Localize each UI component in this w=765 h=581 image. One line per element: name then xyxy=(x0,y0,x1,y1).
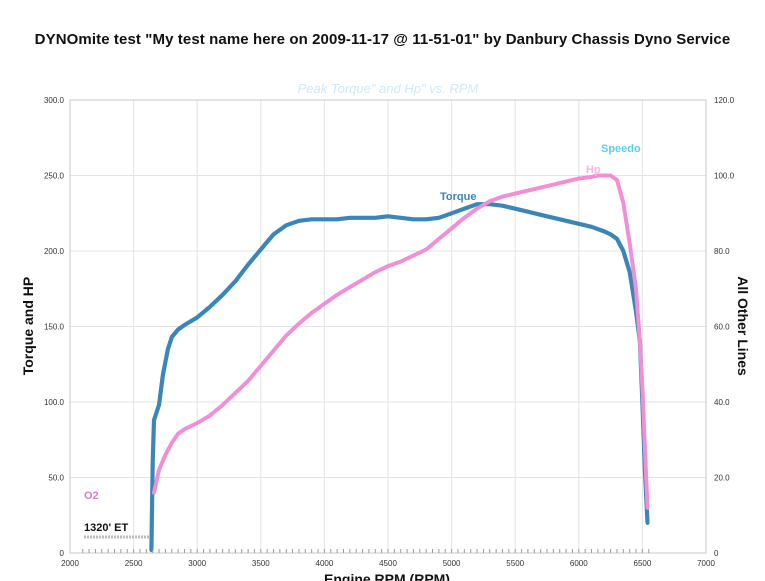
x-tick-label: 3500 xyxy=(252,559,270,568)
y2-tick-label: 20.0 xyxy=(714,474,730,483)
hp-series-label: Hp xyxy=(586,164,601,176)
grid-lines xyxy=(69,99,707,554)
et-annotation: 1320' ET xyxy=(84,522,128,534)
y-tick-label: 300.0 xyxy=(44,96,65,105)
speedo-series-label: Speedo xyxy=(601,143,641,155)
y2-axis-label: All Other Lines xyxy=(735,276,751,376)
y2-tick-label: 60.0 xyxy=(714,323,730,332)
y-tick-label: 200.0 xyxy=(44,247,65,256)
x-tick-label: 7000 xyxy=(697,559,715,568)
y-tick-label: 150.0 xyxy=(44,323,65,332)
x-tick-label: 4500 xyxy=(379,559,397,568)
rpm-tick-marks xyxy=(82,549,650,553)
x-tick-label: 2500 xyxy=(125,559,143,568)
x-tick-label: 2000 xyxy=(61,559,79,568)
x-axis-label: Engine RPM (RPM) xyxy=(324,571,450,581)
series-lines xyxy=(149,173,650,553)
y2-tick-label: 40.0 xyxy=(714,398,730,407)
y2-tick-label: 80.0 xyxy=(714,247,730,256)
y-tick-label: 0 xyxy=(60,549,65,558)
y-tick-label: 50.0 xyxy=(48,474,64,483)
x-tick-label: 5000 xyxy=(443,559,461,568)
tick-labels: 2000 2500 3000 3500 4000 4500 5000 5500 6000 6500… xyxy=(44,96,735,568)
o2-series-label: O2 xyxy=(84,490,99,502)
chart-title: DYNOmite test "My test name here on 2009… xyxy=(34,31,731,48)
y-tick-label: 100.0 xyxy=(44,398,65,407)
y2-tick-label: 120.0 xyxy=(714,96,735,105)
y2-tick-label: 0 xyxy=(714,549,719,558)
x-tick-label: 5500 xyxy=(506,559,524,568)
x-tick-label: 3000 xyxy=(188,559,206,568)
y-tick-label: 250.0 xyxy=(44,172,65,181)
x-tick-label: 6000 xyxy=(570,559,588,568)
chart-subtitle: Peak Torque" and Hp" vs. RPM xyxy=(298,81,479,96)
hp-series-line xyxy=(152,173,650,510)
x-tick-label: 6500 xyxy=(634,559,652,568)
torque-series-label: Torque xyxy=(440,191,476,203)
y2-tick-label: 100.0 xyxy=(714,172,735,181)
y-axis-label: Torque and HP xyxy=(20,277,36,376)
torque-series-line xyxy=(149,202,650,553)
x-tick-label: 4000 xyxy=(316,559,334,568)
